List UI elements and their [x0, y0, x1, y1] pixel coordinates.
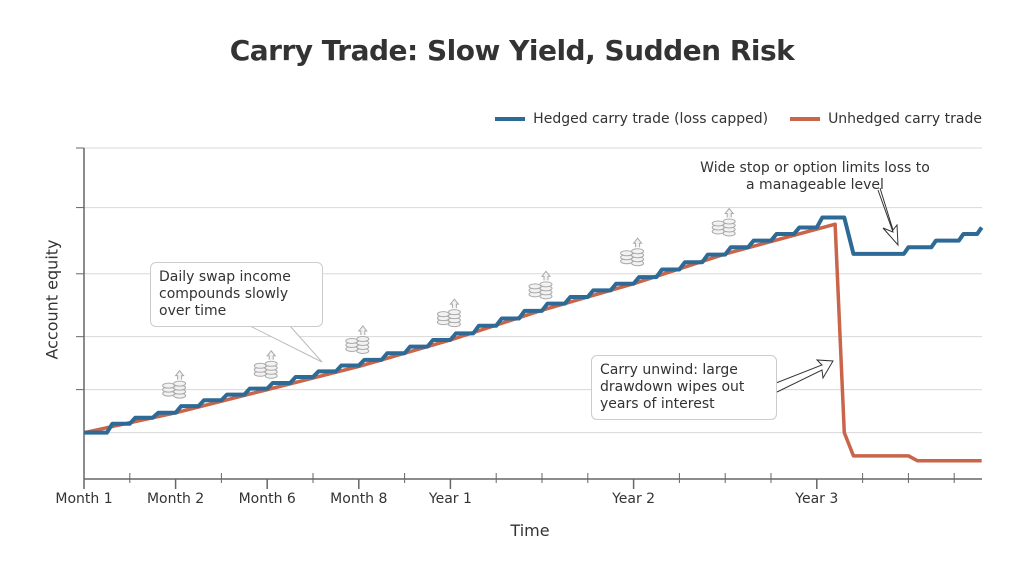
- x-tick-label: Year 2: [612, 491, 656, 507]
- legend-item-hedged: Hedged carry trade (loss capped): [495, 111, 768, 127]
- coin-stack-icon: [253, 349, 278, 379]
- callout-pointer-swap: [249, 325, 323, 363]
- x-tick-label: Month 8: [330, 491, 388, 507]
- coin-stack-icon: [711, 207, 736, 237]
- annotation-hedge-limit: Wide stop or option limits loss to a man…: [700, 160, 930, 193]
- legend-label-unhedged: Unhedged carry trade: [828, 111, 982, 127]
- x-tick-label: Month 6: [238, 491, 296, 507]
- x-tick-label: Year 1: [428, 491, 472, 507]
- legend-swatch-unhedged: [790, 117, 821, 121]
- arrow-icon-unwind: [775, 359, 834, 393]
- annotation-swap-income: Daily swap income compounds slowly over …: [150, 262, 323, 327]
- coin-stack-icon: [620, 237, 645, 267]
- coin-stack-icon: [345, 325, 370, 354]
- legend-item-unhedged: Unhedged carry trade: [790, 111, 982, 127]
- x-axis-label: Time: [510, 521, 550, 540]
- series-line-unhedged: [83, 222, 982, 463]
- y-axis-label: Account equity: [42, 239, 62, 360]
- legend-swatch-hedged: [495, 117, 526, 121]
- series-line-hedged: [84, 215, 984, 435]
- legend-label-hedged: Hedged carry trade (loss capped): [533, 111, 769, 127]
- x-tick-label: Month 2: [146, 491, 205, 507]
- annotation-carry-unwind: Carry unwind: large drawdown wipes out y…: [591, 355, 777, 420]
- legend: Hedged carry trade (loss capped) Unhedge…: [495, 111, 982, 127]
- chart-title: Carry Trade: Slow Yield, Sudden Risk: [229, 34, 795, 67]
- x-tick-label: Month 1: [55, 491, 113, 507]
- x-tick-label: Year 3: [795, 491, 839, 507]
- coin-stack-icon: [162, 369, 187, 399]
- coin-stack-icon: [436, 298, 461, 328]
- arrow-icon-hedge: [877, 187, 899, 247]
- coin-stack-icon: [528, 270, 553, 300]
